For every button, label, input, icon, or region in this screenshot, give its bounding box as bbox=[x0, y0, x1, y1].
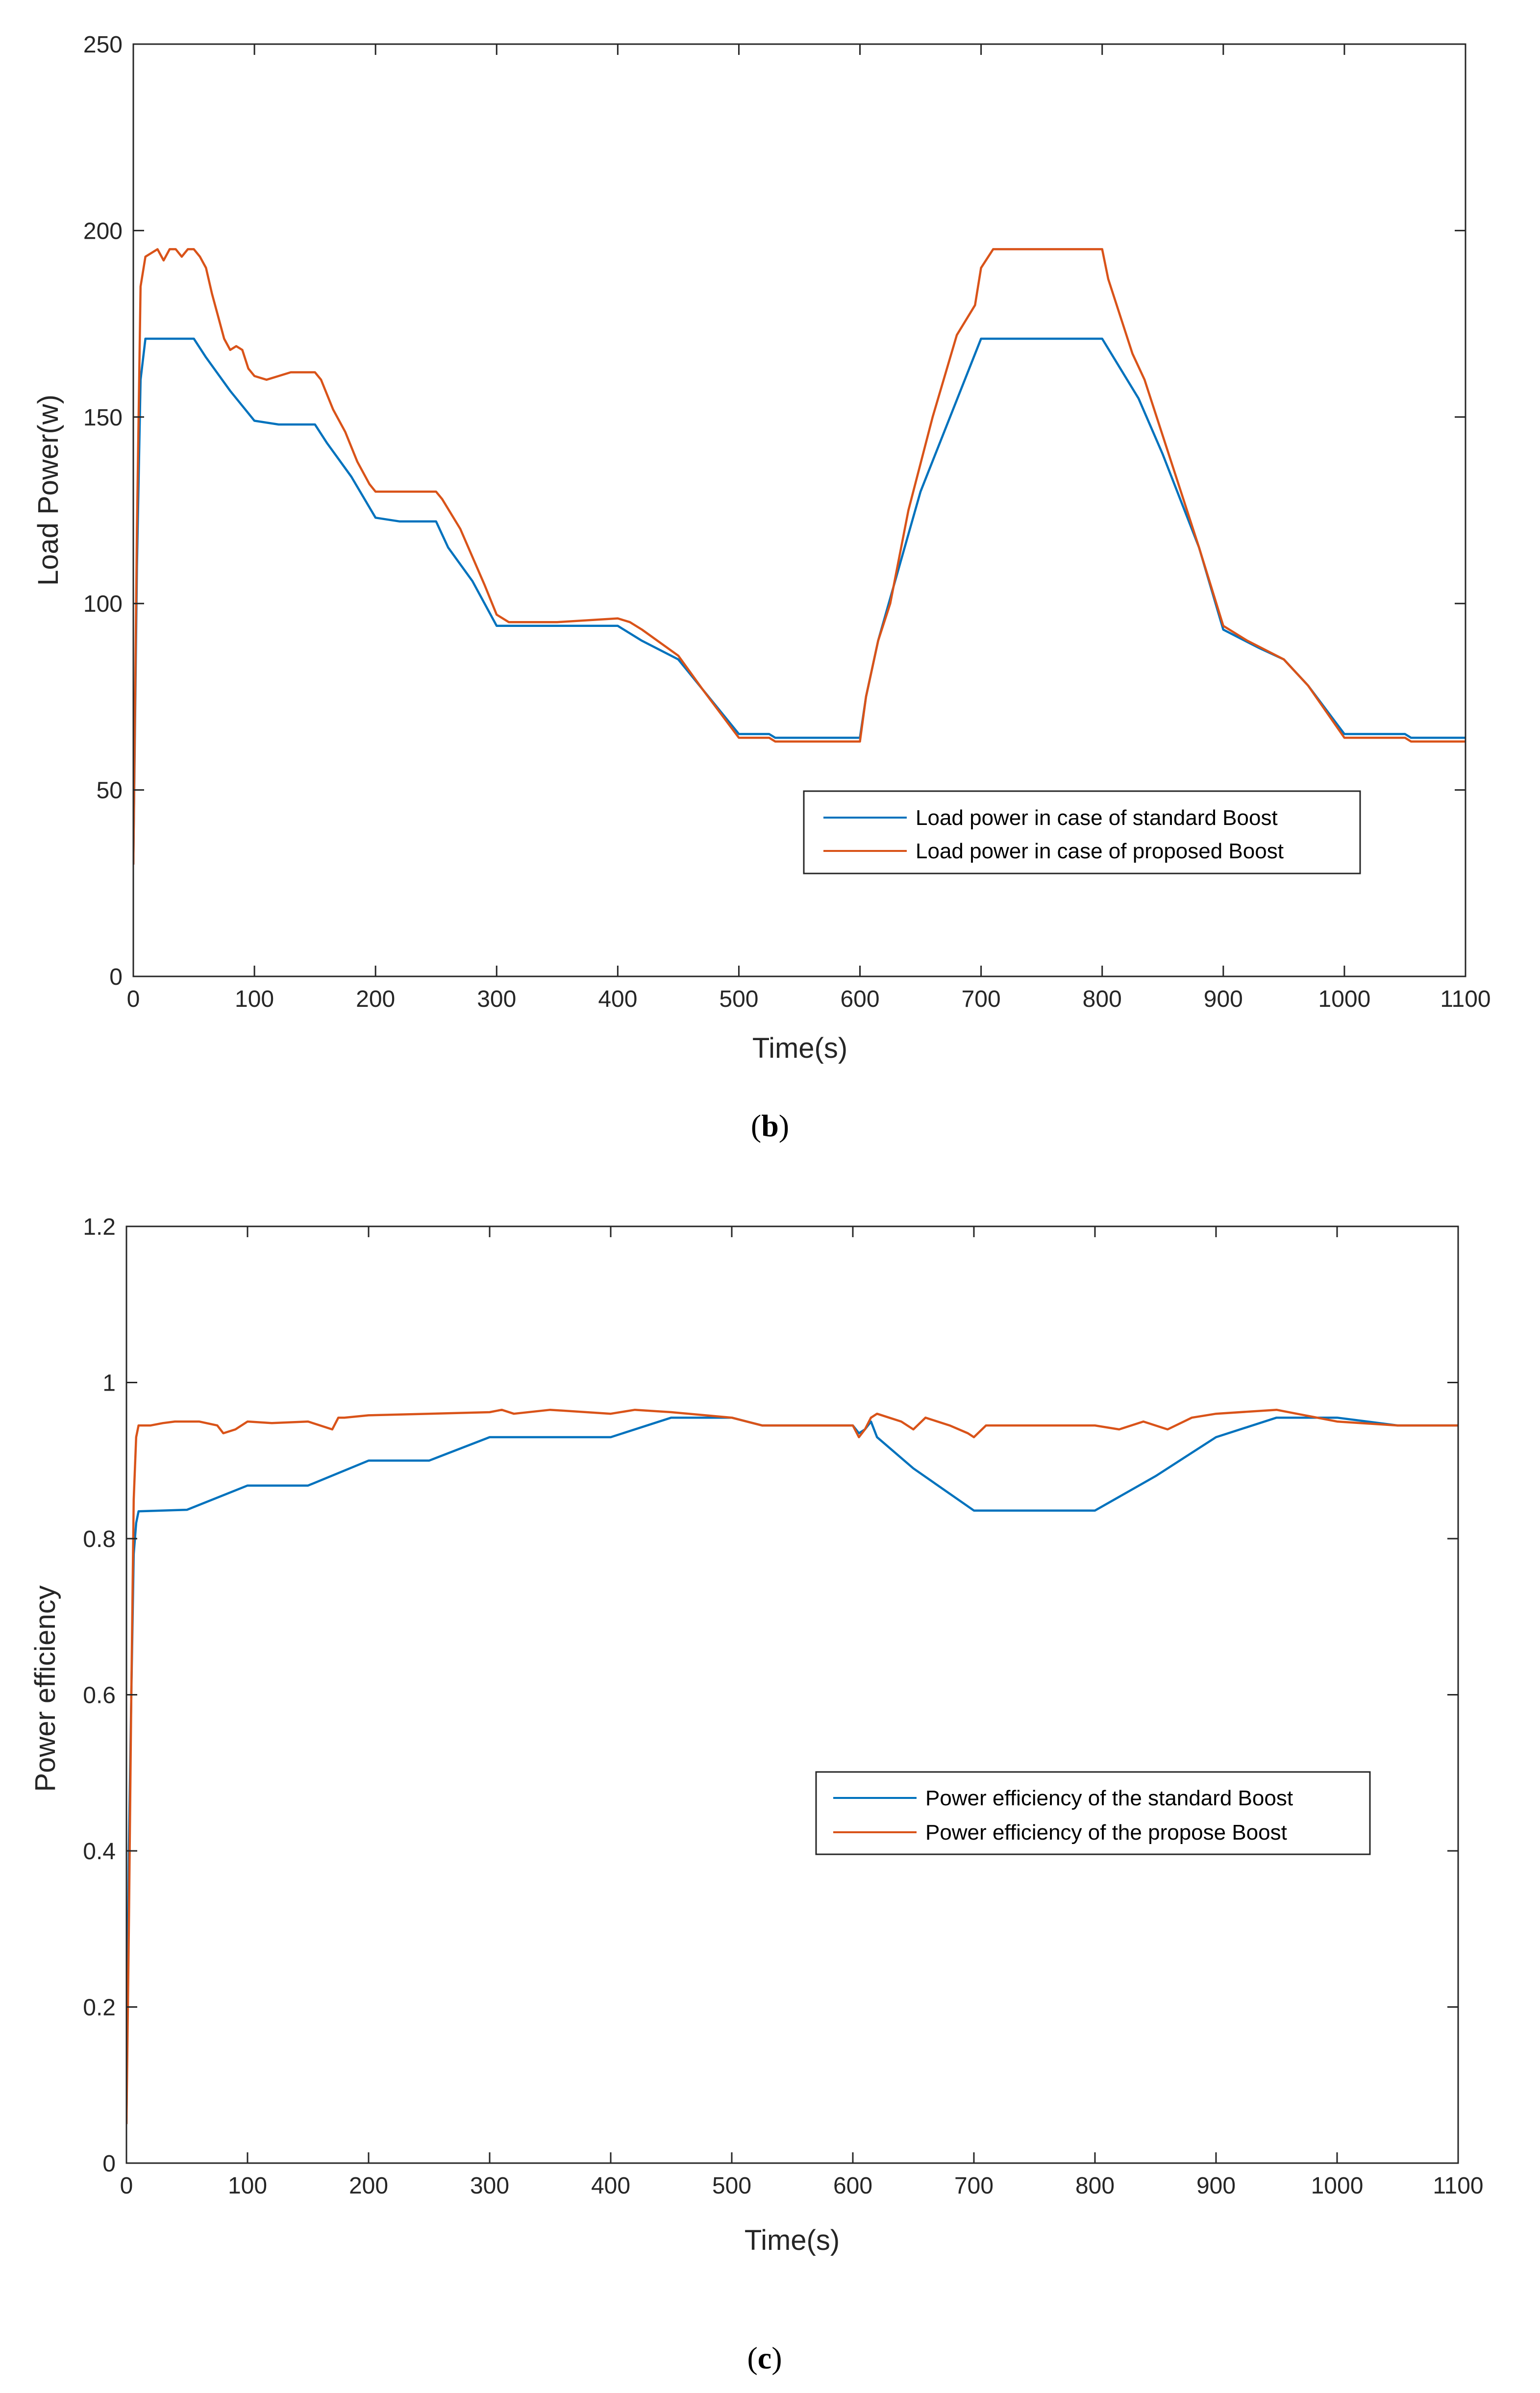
chart-c-caption: (c) bbox=[747, 2341, 782, 2375]
chart-c-xtick-label: 900 bbox=[1196, 2173, 1236, 2199]
chart-c-legend-label-standard: Power efficiency of the standard Boost bbox=[925, 1786, 1293, 1810]
chart-b-caption-letter: b bbox=[761, 1108, 779, 1143]
chart-b-ytick-label: 100 bbox=[83, 591, 123, 617]
chart-b-xtick-label: 600 bbox=[840, 986, 879, 1012]
chart-b-xtick-label: 300 bbox=[477, 986, 516, 1012]
chart-c-ytick-label: 0.6 bbox=[83, 1683, 116, 1709]
chart-b-ylabel: Load Power(w) bbox=[32, 395, 64, 586]
chart-b-xtick-label: 1100 bbox=[1440, 986, 1490, 1012]
chart-c-xtick-label: 600 bbox=[833, 2173, 872, 2199]
chart-b-xlabel: Time(s) bbox=[752, 1032, 847, 1064]
chart-b-load-power: 0 100 200 300 400 500 600 700 800 900 1000 1100 0 50 1… bbox=[32, 32, 1491, 1143]
chart-c-xtick-label: 1100 bbox=[1433, 2173, 1483, 2199]
chart-b-axes-box bbox=[132, 43, 1466, 977]
chart-b-ytick-label: 0 bbox=[109, 964, 123, 990]
chart-b-legend-box bbox=[803, 790, 1361, 874]
chart-b-ytick-label: 150 bbox=[83, 405, 123, 431]
chart-c-power-efficiency: 0 100 200 300 400 500 600 700 800 900 1000 1100 0 0.2… bbox=[29, 1214, 1484, 2375]
chart-b-xtick-label: 100 bbox=[235, 986, 274, 1012]
chart-b-series-line-proposed bbox=[133, 248, 1465, 865]
chart-b-marks: 0 100 200 300 400 500 600 700 800 900 1000 1100 0 50 1… bbox=[83, 32, 1491, 1012]
chart-b-legend-label-standard: Load power in case of standard Boost bbox=[916, 806, 1278, 830]
chart-c-ytick-label: 0.8 bbox=[83, 1526, 116, 1552]
chart-b-caption: (b) bbox=[751, 1108, 789, 1143]
chart-b-legend-label-proposed: Load power in case of proposed Boost bbox=[916, 839, 1284, 863]
chart-b-ytick-label: 50 bbox=[97, 778, 123, 804]
chart-c-xtick-label: 200 bbox=[349, 2173, 388, 2199]
chart-b-xtick-label: 700 bbox=[962, 986, 1001, 1012]
chart-c-xtick-label: 300 bbox=[470, 2173, 509, 2199]
chart-c-legend-box bbox=[815, 1771, 1371, 1855]
chart-b-xtick-label: 1000 bbox=[1318, 986, 1371, 1012]
chart-c-xtick-label: 700 bbox=[954, 2173, 994, 2199]
chart-b-ytick-label: 200 bbox=[83, 218, 123, 244]
chart-b-xtick-label: 800 bbox=[1083, 986, 1122, 1012]
chart-c-plot-area bbox=[126, 1226, 1458, 2163]
chart-c-xtick-label: 500 bbox=[712, 2173, 751, 2199]
chart-c-legend-label-proposed: Power efficiency of the propose Boost bbox=[925, 1820, 1287, 1845]
chart-c-ylabel: Power efficiency bbox=[29, 1585, 61, 1792]
chart-c-ytick-label: 1 bbox=[102, 1371, 116, 1396]
chart-b-xtick-label: 400 bbox=[598, 986, 637, 1012]
chart-c-caption-letter: c bbox=[758, 2341, 771, 2375]
chart-c-marks: 0 100 200 300 400 500 600 700 800 900 1000 1100 0 0.2… bbox=[83, 1214, 1483, 2199]
chart-c-ytick-label: 0 bbox=[102, 2151, 116, 2177]
chart-c-xtick-label: 100 bbox=[228, 2173, 267, 2199]
chart-b-xtick-label: 900 bbox=[1204, 986, 1243, 1012]
chart-b-xtick-label: 200 bbox=[356, 986, 395, 1012]
chart-b-ytick-label: 250 bbox=[83, 32, 123, 58]
chart-b-xtick-label: 0 bbox=[127, 986, 140, 1012]
chart-c-xtick-label: 0 bbox=[120, 2173, 133, 2199]
chart-c-legend: Power efficiency of the standard Boost P… bbox=[815, 1771, 1371, 1855]
chart-c-series-line-proposed bbox=[126, 1408, 1458, 2124]
chart-c-ytick-label: 0.2 bbox=[83, 1995, 116, 2021]
chart-c-xtick-label: 1000 bbox=[1311, 2173, 1364, 2199]
chart-c-xtick-label: 800 bbox=[1075, 2173, 1115, 2199]
chart-c-xlabel: Time(s) bbox=[745, 2224, 840, 2256]
chart-c-xtick-label: 400 bbox=[591, 2173, 630, 2199]
chart-c-ytick-label: 0.4 bbox=[83, 1839, 116, 1865]
chart-b-xtick-label: 500 bbox=[719, 986, 758, 1012]
chart-c-ytick-label: 1.2 bbox=[83, 1214, 116, 1240]
chart-b-legend: Load power in case of standard Boost Loa… bbox=[803, 790, 1361, 874]
